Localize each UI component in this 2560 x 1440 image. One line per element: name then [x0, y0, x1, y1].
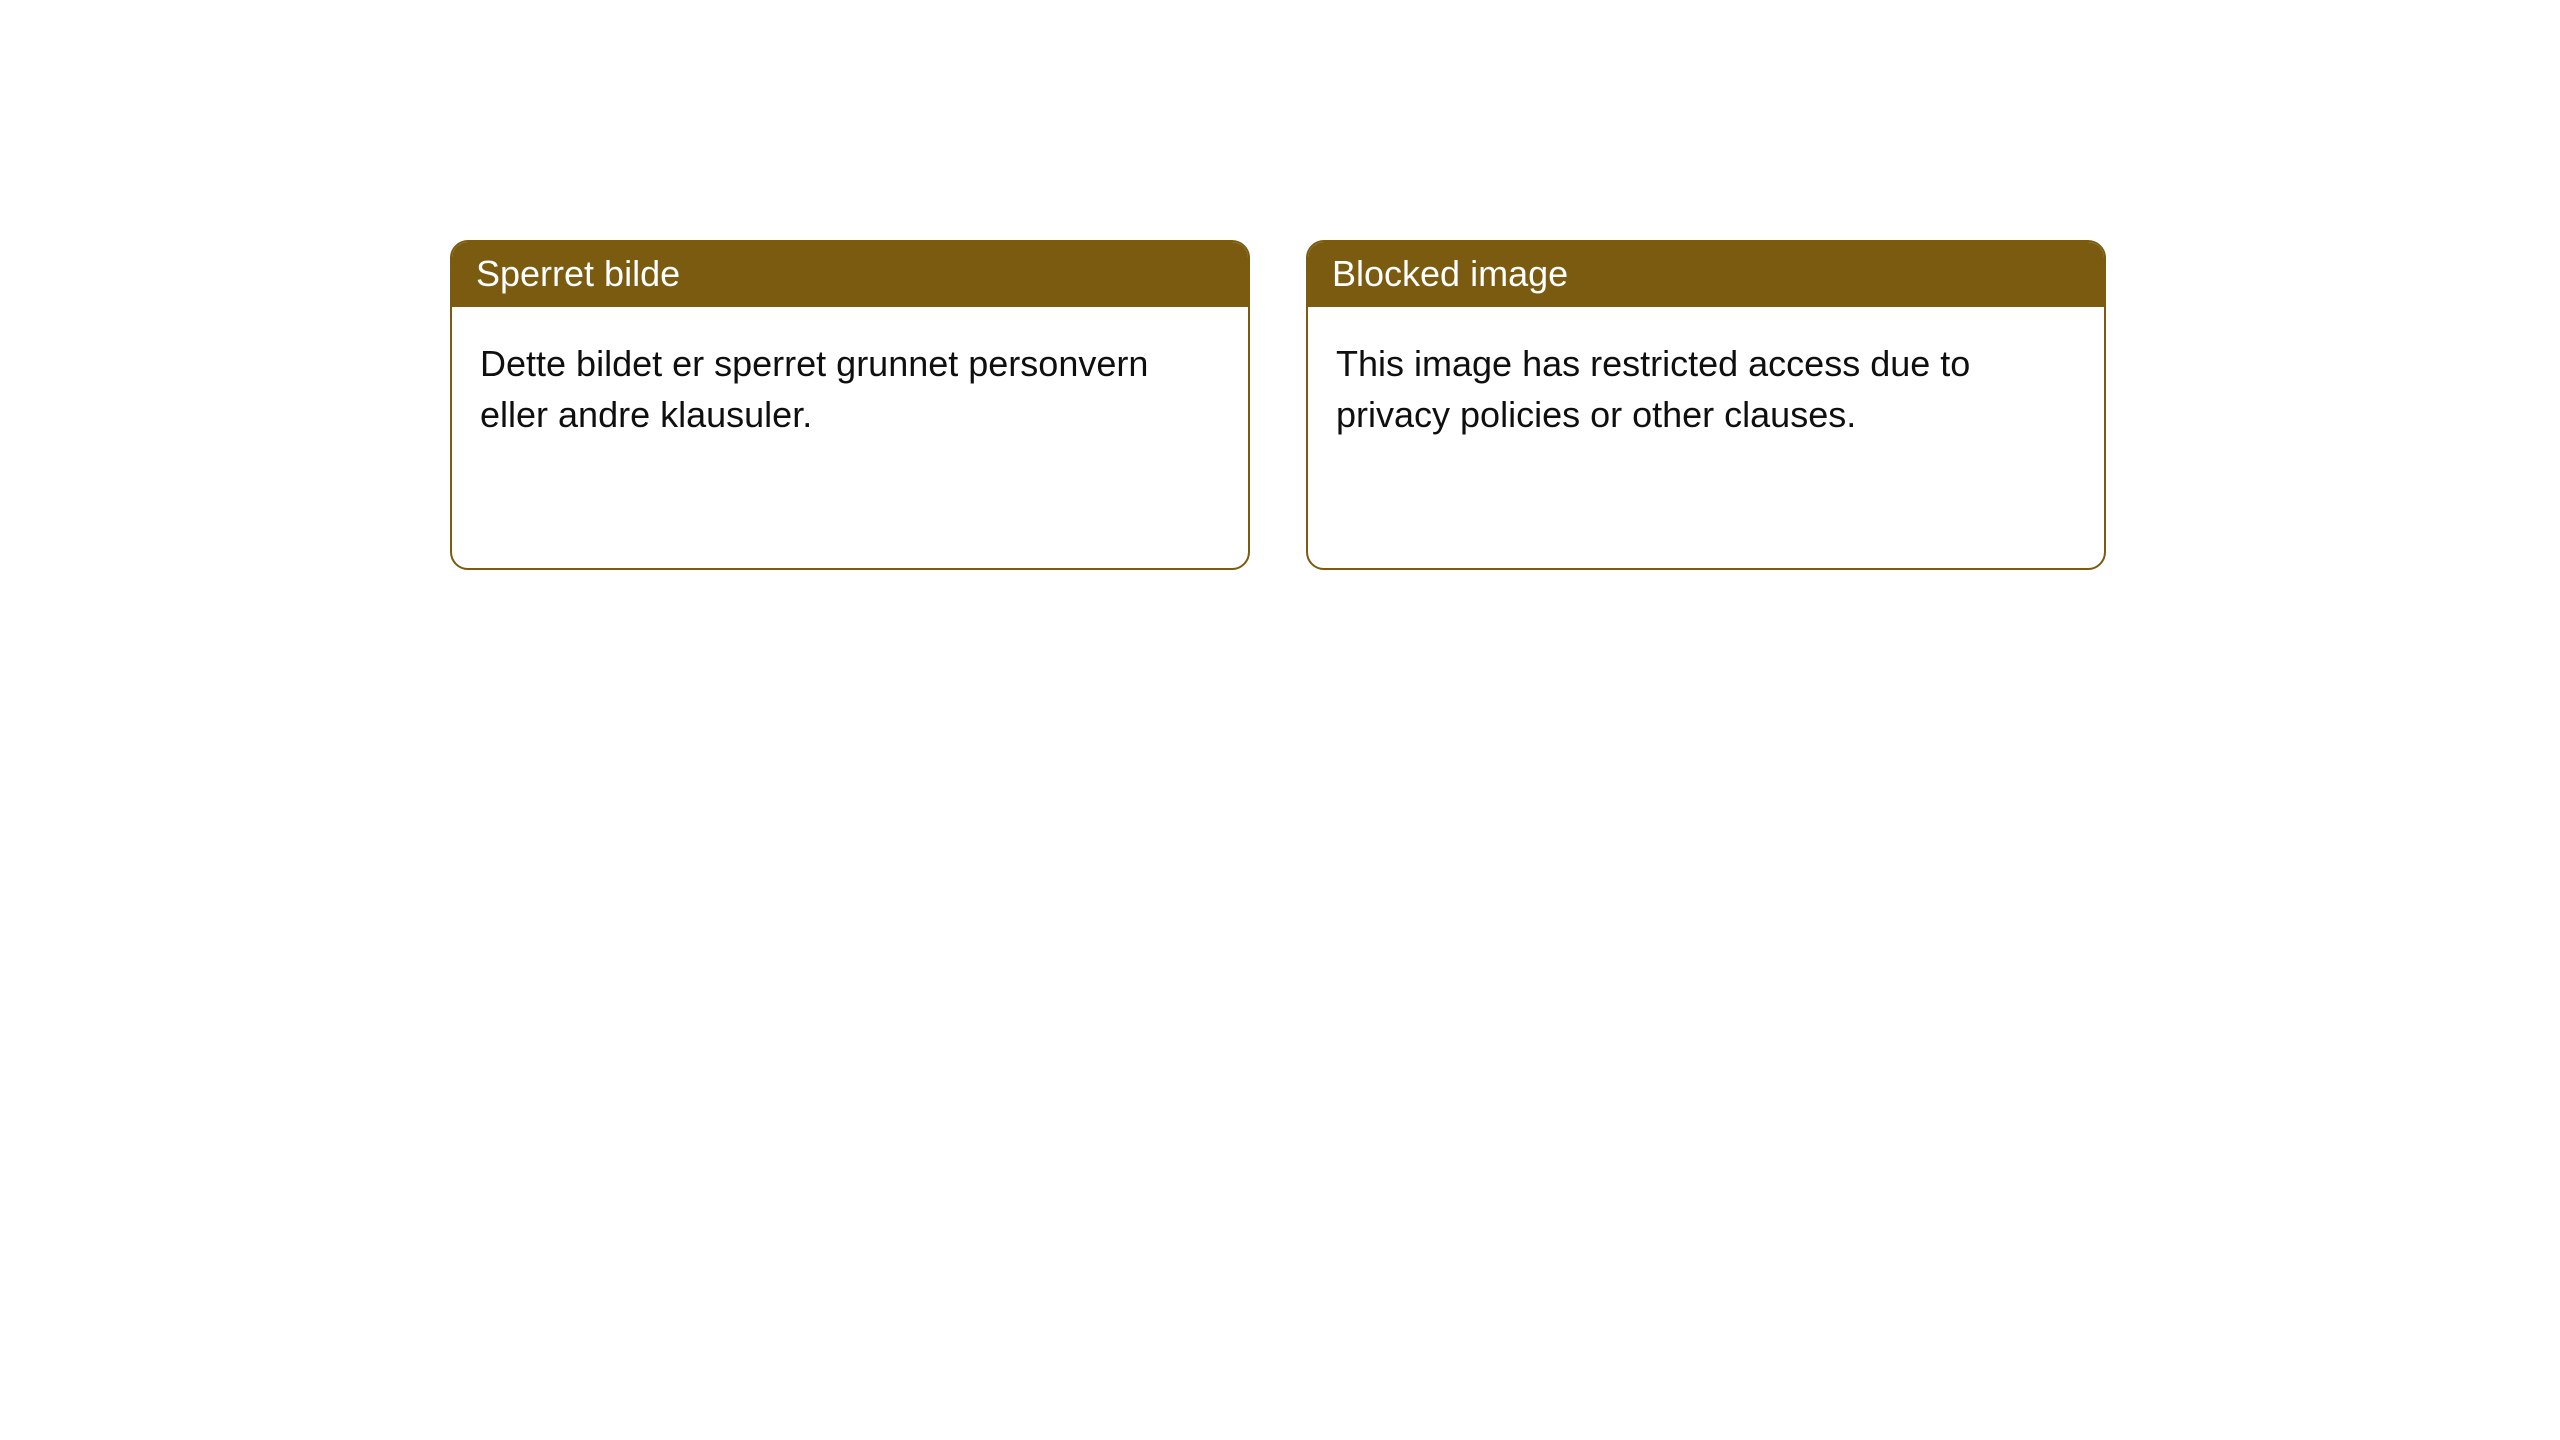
card-body: Dette bildet er sperret grunnet personve… [452, 307, 1248, 472]
card-body-text: This image has restricted access due to … [1336, 343, 1970, 434]
card-title: Blocked image [1332, 253, 1568, 294]
card-body: This image has restricted access due to … [1308, 307, 2104, 472]
notice-card-norwegian: Sperret bilde Dette bildet er sperret gr… [450, 240, 1250, 570]
card-title: Sperret bilde [476, 253, 680, 294]
card-header: Blocked image [1308, 242, 2104, 307]
card-body-text: Dette bildet er sperret grunnet personve… [480, 343, 1148, 434]
notice-container: Sperret bilde Dette bildet er sperret gr… [450, 240, 2106, 570]
card-header: Sperret bilde [452, 242, 1248, 307]
notice-card-english: Blocked image This image has restricted … [1306, 240, 2106, 570]
